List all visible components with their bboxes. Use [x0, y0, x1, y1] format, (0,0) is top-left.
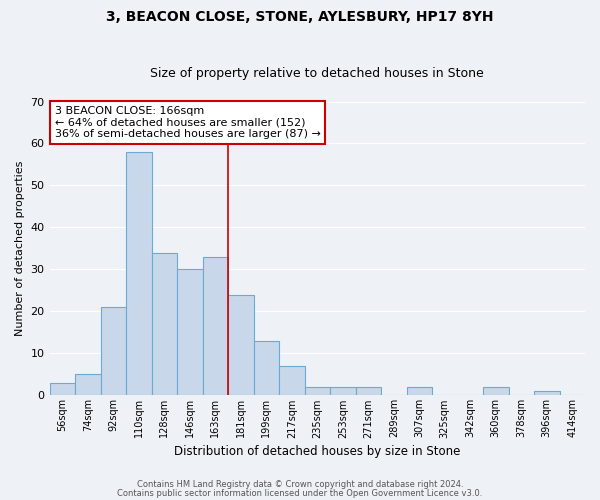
Text: 3, BEACON CLOSE, STONE, AYLESBURY, HP17 8YH: 3, BEACON CLOSE, STONE, AYLESBURY, HP17 … — [106, 10, 494, 24]
Bar — [279, 366, 305, 396]
Bar — [356, 387, 381, 396]
Bar — [152, 252, 177, 396]
Bar — [75, 374, 101, 396]
Bar — [483, 387, 509, 396]
Bar — [203, 257, 228, 396]
Title: Size of property relative to detached houses in Stone: Size of property relative to detached ho… — [151, 66, 484, 80]
Bar — [228, 294, 254, 396]
Bar — [126, 152, 152, 396]
Text: Contains HM Land Registry data © Crown copyright and database right 2024.: Contains HM Land Registry data © Crown c… — [137, 480, 463, 489]
Bar — [305, 387, 330, 396]
Bar — [330, 387, 356, 396]
Bar — [534, 391, 560, 396]
Text: 3 BEACON CLOSE: 166sqm
← 64% of detached houses are smaller (152)
36% of semi-de: 3 BEACON CLOSE: 166sqm ← 64% of detached… — [55, 106, 321, 139]
Text: Contains public sector information licensed under the Open Government Licence v3: Contains public sector information licen… — [118, 488, 482, 498]
X-axis label: Distribution of detached houses by size in Stone: Distribution of detached houses by size … — [174, 444, 460, 458]
Y-axis label: Number of detached properties: Number of detached properties — [15, 161, 25, 336]
Bar — [407, 387, 432, 396]
Bar — [50, 383, 75, 396]
Bar — [101, 307, 126, 396]
Bar — [254, 341, 279, 396]
Bar — [177, 270, 203, 396]
